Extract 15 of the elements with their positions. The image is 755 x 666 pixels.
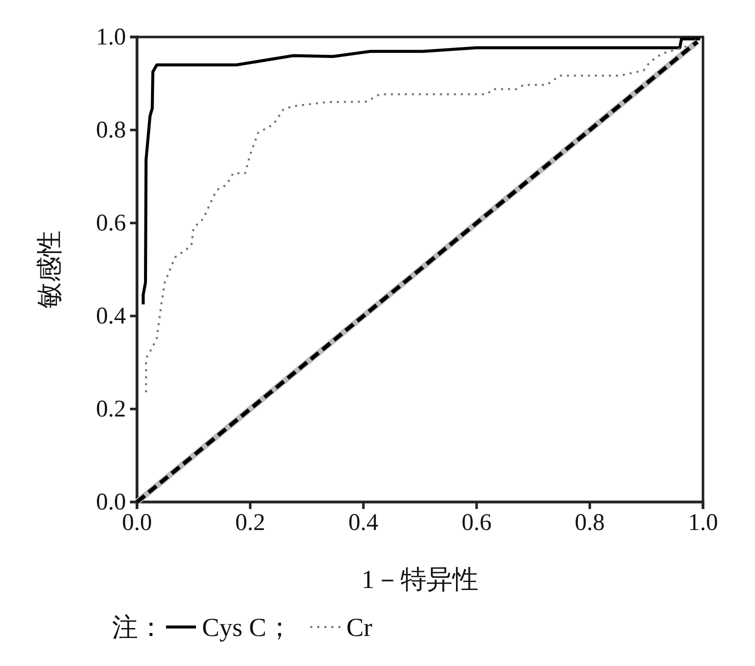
x-axis-title: 1－特异性 — [362, 565, 478, 594]
y-tick-label: 0.6 — [96, 210, 126, 237]
y-tick-label: 0.2 — [96, 396, 126, 423]
x-tick-label: 0.2 — [235, 510, 266, 536]
y-tick-label: 0.8 — [96, 118, 126, 144]
x-tick-label: 0.6 — [462, 510, 492, 536]
legend-label: Cr — [346, 613, 373, 642]
y-tick-label: 0.4 — [96, 304, 126, 330]
legend-title: 注： — [112, 613, 164, 642]
y-tick-label: 1.0 — [96, 24, 126, 51]
x-tick-label: 0.8 — [574, 510, 605, 536]
x-tick-label: 0.4 — [348, 510, 378, 536]
legend-label: Cys C； — [202, 613, 292, 642]
x-tick-label: 1.0 — [688, 510, 718, 536]
y-axis-title: 敏感性 — [35, 230, 64, 308]
